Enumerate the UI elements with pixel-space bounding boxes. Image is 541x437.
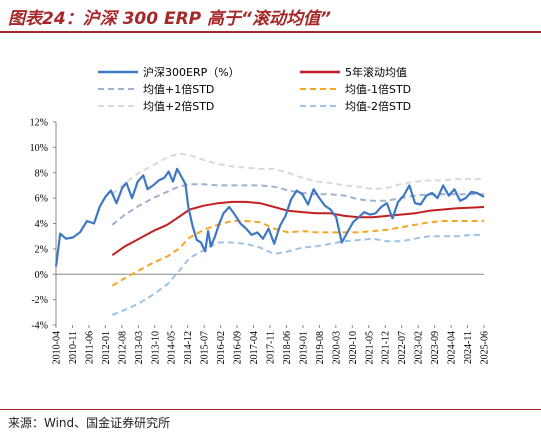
- y-tick-label: 8%: [35, 168, 48, 179]
- x-tick-label: 2023-09: [430, 331, 441, 364]
- x-tick-label: 2020-10: [348, 331, 359, 364]
- x-tick-label: 2014-12: [183, 331, 194, 364]
- legend-label-2: 均值+1倍STD: [143, 82, 214, 96]
- legend-label-3: 均值-1倍STD: [345, 82, 411, 96]
- x-tick-label: 2013-03: [134, 331, 145, 364]
- x-tick-label: 2025-06: [480, 331, 491, 364]
- series-line-0: [54, 167, 485, 267]
- erp-line-chart: 12% 10% 8% 6% 4% 2% 0% -2% -4% 2010-04 2010-11 2011…: [30, 65, 491, 364]
- footer-divider: [0, 409, 541, 410]
- title-divider: [0, 31, 541, 33]
- legend-label-4: 均值+2倍STD: [143, 99, 214, 113]
- x-tick-label: 2020-03: [331, 331, 342, 364]
- y-tick-label: 12%: [30, 118, 48, 129]
- x-tick-label: 2017-04: [249, 331, 260, 364]
- x-tick-label: 2016-09: [233, 331, 244, 364]
- x-tick-label: 2022-07: [397, 331, 408, 364]
- x-tick-label: 2019-08: [315, 331, 326, 364]
- y-tick-label: 6%: [35, 194, 48, 205]
- legend-label-5: 均值-2倍STD: [345, 99, 411, 113]
- x-tick-label: 2015-07: [200, 331, 211, 364]
- y-tick-label: 2%: [35, 244, 48, 255]
- x-tick-label: 2023-02: [414, 331, 425, 364]
- page-title: 图表24：沪深 300 ERP 高于“滚动均值”: [8, 9, 331, 29]
- x-tick-label: 2024-11: [463, 331, 474, 364]
- x-tick-label: 2018-06: [282, 331, 293, 364]
- x-tick-label: 2012-01: [101, 331, 112, 364]
- y-tick-label: -2%: [31, 295, 48, 306]
- x-tick-label: 2017-11: [266, 331, 277, 364]
- y-tick-label: 4%: [35, 219, 48, 230]
- series-line-3: [111, 220, 484, 287]
- series-line-1: [111, 200, 485, 257]
- legend-label-1: 5年滚动均值: [345, 65, 407, 79]
- y-tick-label: 0%: [35, 270, 48, 281]
- series-line-5: [111, 233, 484, 316]
- x-tick-label: 2014-05: [167, 331, 178, 364]
- series-line-4: [111, 152, 484, 196]
- x-tick-label: 2011-06: [84, 331, 95, 364]
- x-tick-label: 2010-11: [68, 331, 79, 364]
- y-tick-label: 10%: [30, 143, 48, 154]
- y-tick-label: -4%: [31, 321, 48, 332]
- x-tick-label: 2021-05: [364, 331, 375, 364]
- x-tick-label: 2019-01: [298, 331, 309, 364]
- x-tick-label: 2016-02: [216, 331, 227, 364]
- x-tick-label: 2012-08: [117, 331, 128, 364]
- x-tick-label: 2010-04: [52, 331, 63, 364]
- legend-label-0: 沪深300ERP（%）: [143, 65, 240, 79]
- x-tick-label: 2024-04: [447, 331, 458, 364]
- x-tick-label: 2013-10: [150, 331, 161, 364]
- x-tick-label: 2021-12: [381, 331, 392, 364]
- source-note: 来源：Wind、国金证券研究所: [8, 416, 171, 430]
